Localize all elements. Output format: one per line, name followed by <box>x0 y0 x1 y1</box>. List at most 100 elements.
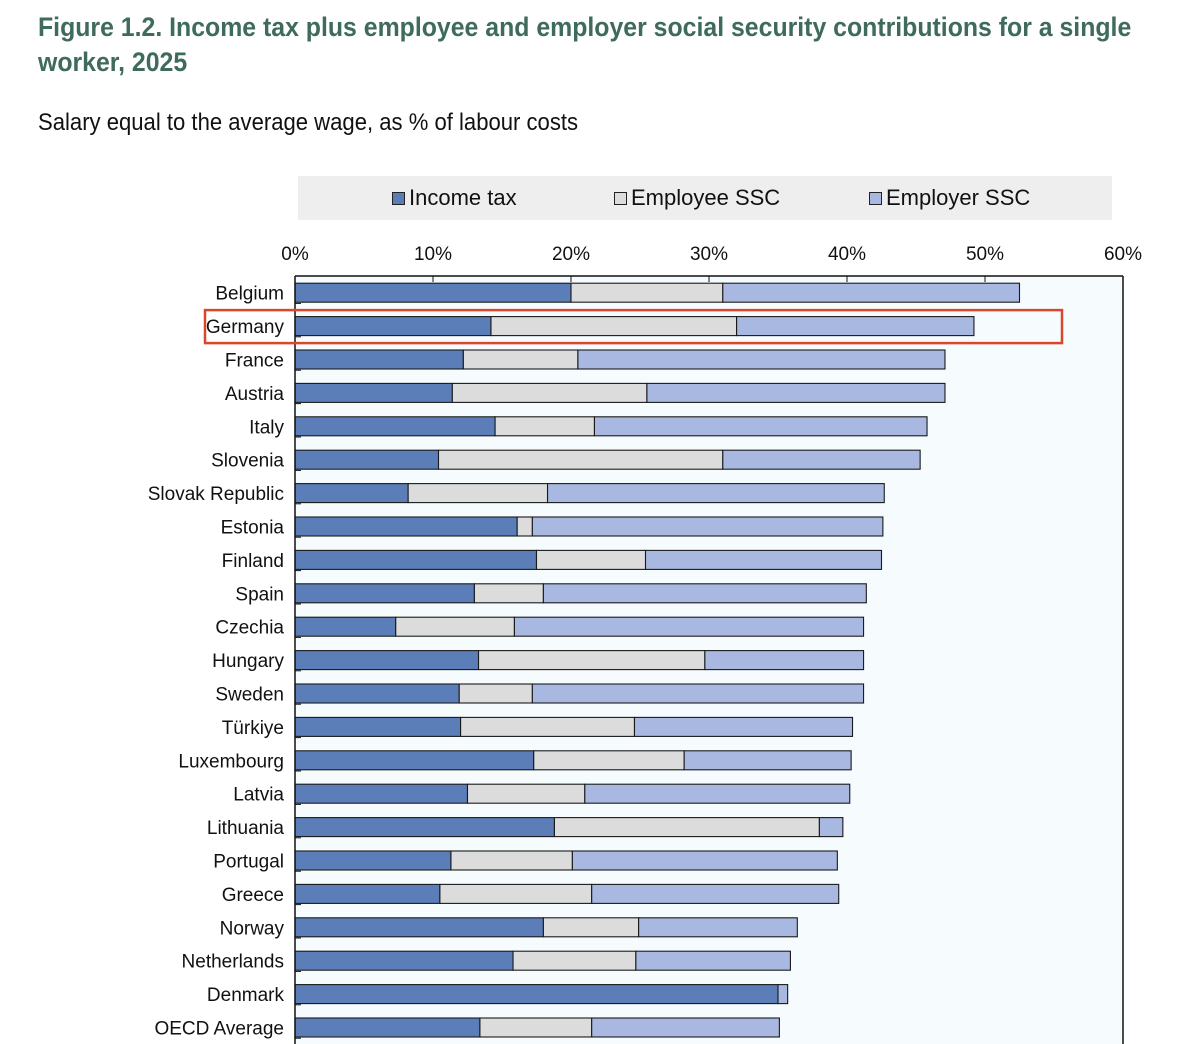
bar-oecd-average-employee-ssc <box>479 1017 593 1038</box>
category-label-portugal: Portugal <box>213 852 284 873</box>
bar-estonia-employer-ssc <box>531 516 884 537</box>
bar-germany-employee-ssc <box>490 316 738 337</box>
figure-title-line-2: worker, 2025 <box>38 47 188 77</box>
bar-greece-employer-ssc <box>591 883 840 904</box>
bar-belgium-income-tax <box>294 282 572 303</box>
category-label-czechia: Czechia <box>215 618 284 639</box>
bar-denmark-employer-ssc <box>777 984 789 1005</box>
bar-italy-employer-ssc <box>593 416 928 437</box>
bar-italy-income-tax <box>294 416 496 437</box>
bar-luxembourg-income-tax <box>294 750 535 771</box>
bar-sweden-employer-ssc <box>531 683 865 704</box>
bar-finland-employer-ssc <box>644 549 883 570</box>
bar-lithuania-employee-ssc <box>553 817 820 838</box>
bar-france-employer-ssc <box>577 349 946 370</box>
bar-czechia-employee-ssc <box>395 616 515 637</box>
bar-czechia-employer-ssc <box>513 616 865 637</box>
bar-portugal-employee-ssc <box>450 850 573 871</box>
bar-latvia-employer-ssc <box>584 783 851 804</box>
legend-label-employee-ssc: Employee SSC <box>631 185 781 210</box>
category-label-germany: Germany <box>206 317 285 338</box>
x-tick-label-1: 10% <box>414 244 452 265</box>
bar-slovak-republic-income-tax <box>294 483 409 504</box>
x-tick-label-5: 50% <box>966 244 1004 265</box>
bar-slovenia-employer-ssc <box>722 449 921 470</box>
x-tick-label-4: 40% <box>828 244 866 265</box>
bar-turkiye-employee-ssc <box>460 716 636 737</box>
bar-france-income-tax <box>294 349 464 370</box>
bar-norway-employer-ssc <box>638 917 798 938</box>
bar-austria-employer-ssc <box>646 382 946 403</box>
bar-spain-employee-ssc <box>473 583 544 604</box>
bar-greece-employee-ssc <box>439 883 593 904</box>
category-label-netherlands: Netherlands <box>182 952 284 973</box>
category-label-italy: Italy <box>249 417 284 438</box>
category-label-norway: Norway <box>220 918 285 939</box>
x-tick-label-3: 30% <box>690 244 728 265</box>
bar-netherlands-income-tax <box>294 950 514 971</box>
bar-hungary-income-tax <box>294 650 480 671</box>
bar-luxembourg-employer-ssc <box>683 750 852 771</box>
category-label-luxembourg: Luxembourg <box>178 751 284 772</box>
bar-netherlands-employee-ssc <box>512 950 637 971</box>
legend-label-income-tax: Income tax <box>409 185 517 210</box>
bar-portugal-income-tax <box>294 850 452 871</box>
category-label-slovak-republic: Slovak Republic <box>148 484 284 505</box>
highlight-box-germany <box>203 308 1064 345</box>
bar-turkiye-income-tax <box>294 716 462 737</box>
bar-greece-income-tax <box>294 883 441 904</box>
bar-finland-income-tax <box>294 549 538 570</box>
bar-czechia-income-tax <box>294 616 397 637</box>
figure-title: Figure 1.2. Income tax plus employee and… <box>38 10 1132 80</box>
category-label-lithuania: Lithuania <box>207 818 285 839</box>
bar-netherlands-employer-ssc <box>635 950 791 971</box>
bar-norway-employee-ssc <box>542 917 640 938</box>
bar-slovenia-employee-ssc <box>437 449 724 470</box>
category-label-oecd-average: OECD Average <box>154 1019 284 1040</box>
bar-italy-employee-ssc <box>494 416 596 437</box>
legend-label-employer-ssc: Employer SSC <box>886 185 1031 210</box>
bar-belgium-employer-ssc <box>722 282 1021 303</box>
bar-austria-employee-ssc <box>451 382 648 403</box>
figure-title-line-1: Figure 1.2. Income tax plus employee and… <box>38 12 1132 42</box>
category-label-greece: Greece <box>222 885 284 906</box>
bar-germany-employer-ssc <box>736 316 975 337</box>
bar-slovenia-income-tax <box>294 449 440 470</box>
bar-latvia-income-tax <box>294 783 469 804</box>
bar-spain-employer-ssc <box>542 583 867 604</box>
bar-slovak-republic-employer-ssc <box>546 483 885 504</box>
legend-swatch-employer-ssc <box>869 191 882 205</box>
bar-hungary-employee-ssc <box>477 650 706 671</box>
legend-item-income-tax: Income tax <box>392 185 517 210</box>
bar-spain-income-tax <box>294 583 475 604</box>
bar-france-employee-ssc <box>462 349 579 370</box>
bar-lithuania-income-tax <box>294 817 555 838</box>
category-label-finland: Finland <box>222 551 284 572</box>
legend-item-employee-ssc: Employee SSC <box>614 185 781 210</box>
category-label-austria: Austria <box>225 384 285 405</box>
category-label-hungary: Hungary <box>212 651 284 672</box>
bar-luxembourg-employee-ssc <box>533 750 685 771</box>
category-label-france: France <box>225 351 284 372</box>
figure-subtitle: Salary equal to the average wage, as % o… <box>38 109 579 136</box>
bar-germany-income-tax <box>294 316 492 337</box>
bar-lithuania-employer-ssc <box>818 817 844 838</box>
x-tick-label-2: 20% <box>552 244 590 265</box>
bar-estonia-income-tax <box>294 516 518 537</box>
legend: Income tax Employee SSC Employer SSC <box>298 176 1112 220</box>
category-label-sweden: Sweden <box>215 685 284 706</box>
bar-portugal-employer-ssc <box>571 850 838 871</box>
category-label-belgium: Belgium <box>215 284 284 305</box>
legend-swatch-income-tax <box>392 191 405 205</box>
bar-norway-income-tax <box>294 917 544 938</box>
category-label-turkiye: Türkiye <box>222 718 284 739</box>
x-tick-label-6: 60% <box>1104 244 1142 265</box>
bar-sweden-employee-ssc <box>458 683 533 704</box>
bar-sweden-income-tax <box>294 683 460 704</box>
bar-latvia-employee-ssc <box>466 783 586 804</box>
bar-belgium-employee-ssc <box>570 282 724 303</box>
bar-oecd-average-income-tax <box>294 1017 481 1038</box>
category-label-spain: Spain <box>235 584 284 605</box>
legend-item-employer-ssc: Employer SSC <box>869 185 1031 210</box>
